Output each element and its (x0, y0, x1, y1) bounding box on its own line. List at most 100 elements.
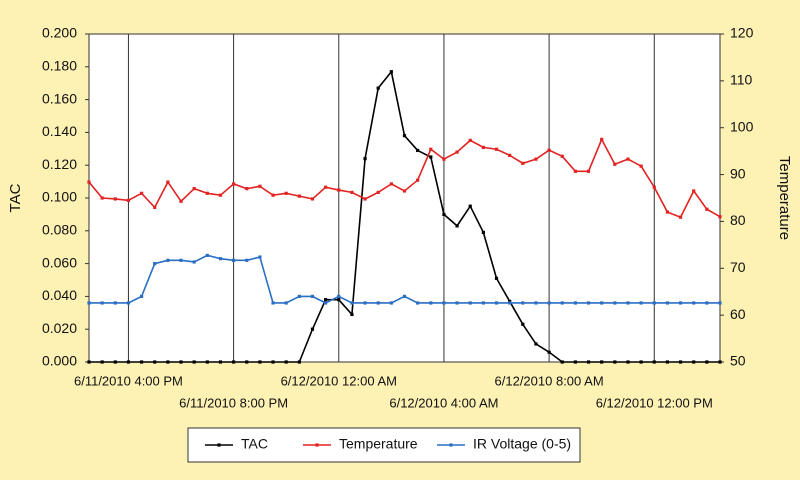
data-point (297, 360, 301, 364)
data-point (192, 187, 196, 191)
data-point (442, 301, 446, 305)
data-point (705, 301, 709, 305)
data-point (113, 360, 117, 364)
data-point (153, 360, 157, 364)
data-point (179, 199, 183, 203)
data-point (324, 301, 328, 305)
y-tick-label: 0.060 (42, 254, 77, 270)
data-point (205, 360, 209, 364)
data-point (402, 294, 407, 298)
data-point (192, 260, 196, 264)
data-point (166, 360, 170, 364)
data-point (245, 360, 249, 364)
data-point (508, 153, 512, 157)
data-point (652, 301, 656, 305)
data-point (639, 164, 643, 168)
data-point (429, 147, 433, 151)
data-point (416, 178, 420, 182)
data-point (600, 137, 604, 142)
data-point (560, 301, 564, 305)
y2-axis-label: Temperature (776, 156, 793, 240)
data-point (232, 360, 236, 364)
data-point (126, 301, 131, 305)
data-point (376, 86, 380, 90)
data-point (481, 301, 485, 305)
data-point (324, 185, 328, 189)
data-point (626, 157, 630, 161)
data-point (560, 360, 564, 364)
y-tick-label: 0.160 (42, 90, 77, 106)
data-point (639, 360, 643, 364)
data-point (310, 327, 315, 331)
data-point (678, 215, 683, 219)
data-point (718, 301, 722, 305)
data-point (284, 301, 288, 305)
data-point (245, 258, 249, 262)
data-point (665, 301, 670, 305)
data-point (573, 169, 577, 173)
data-point (600, 301, 604, 305)
data-point (678, 360, 683, 364)
data-point (218, 360, 223, 364)
data-point (468, 204, 472, 208)
legend-marker (315, 443, 319, 447)
data-point (652, 185, 656, 189)
data-point (402, 189, 407, 193)
x-tick-label: 6/11/2010 4:00 PM (74, 373, 183, 388)
data-point (337, 298, 341, 302)
data-point (481, 230, 485, 235)
data-point (521, 322, 525, 326)
legend-label: IR Voltage (0-5) (473, 436, 571, 452)
plot-area (88, 33, 721, 363)
data-point (547, 301, 551, 305)
data-point (100, 360, 104, 364)
data-point (100, 196, 104, 200)
data-point (113, 197, 117, 201)
y2-tick-label: 120 (730, 25, 754, 41)
data-point (389, 70, 393, 74)
y-tick-label: 0.120 (42, 156, 77, 172)
data-point (508, 299, 512, 303)
data-point (494, 301, 499, 305)
data-point (455, 301, 459, 305)
y-tick-label: 0.180 (42, 58, 77, 74)
data-point (573, 301, 577, 305)
data-point (626, 360, 630, 364)
x-tick-label: 6/11/2010 8:00 PM (179, 395, 288, 410)
data-point (232, 258, 236, 262)
data-point (100, 301, 104, 305)
x-tick-label: 6/12/2010 12:00 AM (281, 373, 397, 388)
data-point (126, 360, 131, 364)
x-tick-label: 6/12/2010 4:00 AM (389, 395, 498, 410)
data-point (284, 191, 288, 195)
data-point (139, 360, 144, 364)
data-point (521, 301, 525, 305)
data-point (297, 194, 301, 198)
legend-marker (217, 443, 221, 447)
data-point (389, 182, 393, 186)
data-point (455, 150, 459, 154)
data-point (139, 294, 144, 298)
data-point (324, 298, 328, 302)
data-point (442, 157, 446, 161)
data-point (126, 198, 131, 202)
y-tick-label: 0.000 (42, 353, 77, 369)
data-point (363, 157, 367, 161)
data-point (232, 182, 236, 186)
data-point (705, 360, 709, 364)
data-point (205, 253, 209, 257)
data-point (586, 169, 591, 173)
data-point (245, 187, 249, 191)
data-point (389, 301, 393, 305)
data-point (547, 148, 551, 152)
y2-tick-label: 80 (730, 212, 746, 228)
data-point (258, 360, 262, 364)
data-point (573, 360, 577, 364)
data-point (166, 180, 170, 184)
data-point (613, 360, 617, 364)
x-tick-label: 6/12/2010 12:00 PM (596, 395, 713, 410)
data-point (87, 180, 91, 184)
data-point (560, 154, 564, 158)
data-point (310, 294, 315, 298)
y-tick-label: 0.080 (42, 222, 77, 238)
